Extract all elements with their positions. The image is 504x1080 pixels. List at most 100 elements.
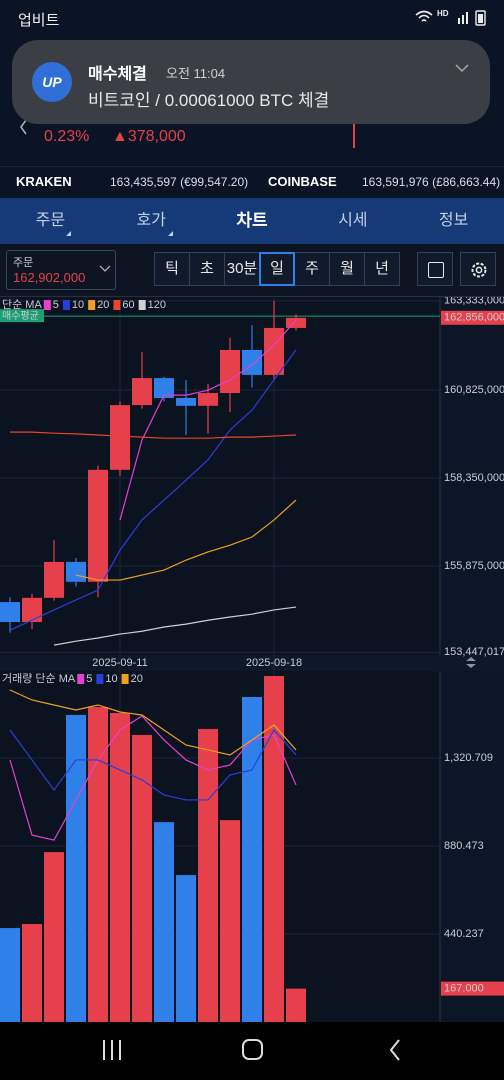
interval-button[interactable]: 월 xyxy=(329,252,365,286)
interval-group: 틱 초 30분 일 주 월 년 xyxy=(154,252,400,286)
volume-plot xyxy=(0,675,306,1022)
y-tick-label: 160,825,000 xyxy=(444,384,504,396)
volume-marker xyxy=(441,981,504,996)
interval-button[interactable]: 주 xyxy=(294,252,330,286)
notification[interactable]: UP 매수체결 오전 11:04 비트코인 / 0.00061000 BTC 체… xyxy=(12,40,490,124)
tab[interactable]: 호가 xyxy=(136,212,166,229)
candle-body xyxy=(88,469,108,582)
candle-body xyxy=(44,561,64,598)
volume-bar xyxy=(66,714,86,1022)
notification-message: 비트코인 / 0.00061000 BTC 체결 xyxy=(88,91,330,110)
candle-body xyxy=(22,597,42,622)
expand-icon[interactable] xyxy=(454,62,470,74)
x-tick-label: 2025-09-18 xyxy=(246,657,302,669)
legend-label: 5 xyxy=(53,299,59,311)
candle-body xyxy=(220,350,240,394)
volume-marker-label: 167.000 xyxy=(444,983,484,995)
tab-markers xyxy=(66,231,173,236)
exchange-name: KRAKEN xyxy=(16,174,72,189)
back-button[interactable] xyxy=(389,1039,400,1061)
app-name: 업비트 xyxy=(18,12,60,29)
legend-label: 10 xyxy=(72,299,84,311)
network-label: HD xyxy=(437,9,449,18)
volume-bar xyxy=(132,734,152,1022)
y-tick-label: 880.473 xyxy=(444,840,484,852)
change-amount: ▲378,000 xyxy=(112,128,186,145)
ma-line xyxy=(53,606,297,646)
legend-label: 60 xyxy=(122,299,134,311)
ma-line xyxy=(9,728,297,801)
candle-body xyxy=(242,350,262,375)
y-tick-label: 158,350,000 xyxy=(444,472,504,484)
candle-body xyxy=(286,317,306,328)
controls: 주문 162,902,000 틱 초 30분 일 주 월 년 xyxy=(0,244,504,297)
layout-button[interactable] xyxy=(417,252,453,286)
notification-icon: UP xyxy=(32,62,72,102)
volume-bar xyxy=(286,988,306,1022)
volume-bar xyxy=(22,924,42,1022)
price-marker xyxy=(441,310,504,325)
legend-swatch xyxy=(113,300,121,310)
volume-bar xyxy=(198,728,218,1022)
chart: 153,447,017 155,875,000 158,350,000 160,825… xyxy=(0,295,504,1022)
volume-bar xyxy=(154,822,174,1022)
order-price: 162,902,000 xyxy=(13,270,86,285)
ma-line xyxy=(75,499,297,581)
y-tick-label: 155,875,000 xyxy=(444,560,504,572)
interval-button[interactable]: 초 xyxy=(189,252,225,286)
tab[interactable]: 시세 xyxy=(338,212,368,229)
tab[interactable]: 주문 xyxy=(35,212,66,229)
recent-button[interactable] xyxy=(103,1040,121,1060)
exchange-price: 163,435,597 (€99,547.20) xyxy=(110,175,249,189)
resize-handle[interactable] xyxy=(466,657,476,668)
ma-line xyxy=(119,319,297,521)
legend-swatch xyxy=(88,300,96,310)
interval-button[interactable]: 30분 xyxy=(224,252,260,286)
legend-swatch xyxy=(96,674,104,684)
volume-bar xyxy=(88,706,108,1022)
exchange-price: 163,591,976 (£86,663.44) xyxy=(362,175,501,189)
ma-line xyxy=(9,689,297,756)
volume-bar xyxy=(220,820,240,1022)
legend-title: 단순 MA xyxy=(2,298,42,311)
change-rate: 0.23% xyxy=(44,128,90,145)
status-icons xyxy=(415,10,486,26)
notification-time: 오전 11:04 xyxy=(166,66,226,81)
average-tag xyxy=(0,309,44,323)
interval-button[interactable]: 일 xyxy=(259,252,295,286)
y-tick-label: 153,447,017 xyxy=(444,646,504,658)
order-dropdown[interactable]: 주문 162,902,000 xyxy=(6,250,116,290)
candle-body xyxy=(0,602,20,622)
exchange-name: COINBASE xyxy=(268,174,337,189)
ma-line xyxy=(9,715,297,841)
home-button[interactable] xyxy=(242,1039,263,1060)
interval-button[interactable]: 틱 xyxy=(154,252,190,286)
candle-body xyxy=(132,378,152,406)
volume-bar xyxy=(264,675,284,1022)
price-marker-label: 162,856,000 xyxy=(444,312,504,324)
ma-line xyxy=(10,431,297,439)
legend-label: 120 xyxy=(148,299,166,311)
candle-body xyxy=(66,561,86,582)
candle-body xyxy=(176,398,196,406)
y-tick-label: 440.237 xyxy=(444,928,484,940)
settings-button[interactable] xyxy=(460,252,496,286)
y-tick-label: 163,333,000 xyxy=(444,295,504,307)
notification-title: 매수체결 xyxy=(88,66,147,83)
tab[interactable]: 정보 xyxy=(438,212,469,229)
tab[interactable]: 차트 xyxy=(236,211,268,230)
legend-title: 거래량 단순 MA xyxy=(2,672,76,685)
date-band xyxy=(0,655,504,671)
legend-swatch xyxy=(138,300,146,310)
interval-button[interactable]: 년 xyxy=(364,252,400,286)
tab-bar: 주문 호가 차트 시세 정보 xyxy=(0,198,504,244)
ticker-decor xyxy=(20,119,355,148)
x-tick-label: 2025-09-11 xyxy=(92,657,147,669)
legend-swatch xyxy=(77,674,85,684)
legend-label: 5 xyxy=(86,673,92,685)
legend-label: 10 xyxy=(105,673,117,685)
volume-bar xyxy=(44,852,64,1022)
candle-body xyxy=(154,378,174,398)
price-plot xyxy=(0,300,440,646)
